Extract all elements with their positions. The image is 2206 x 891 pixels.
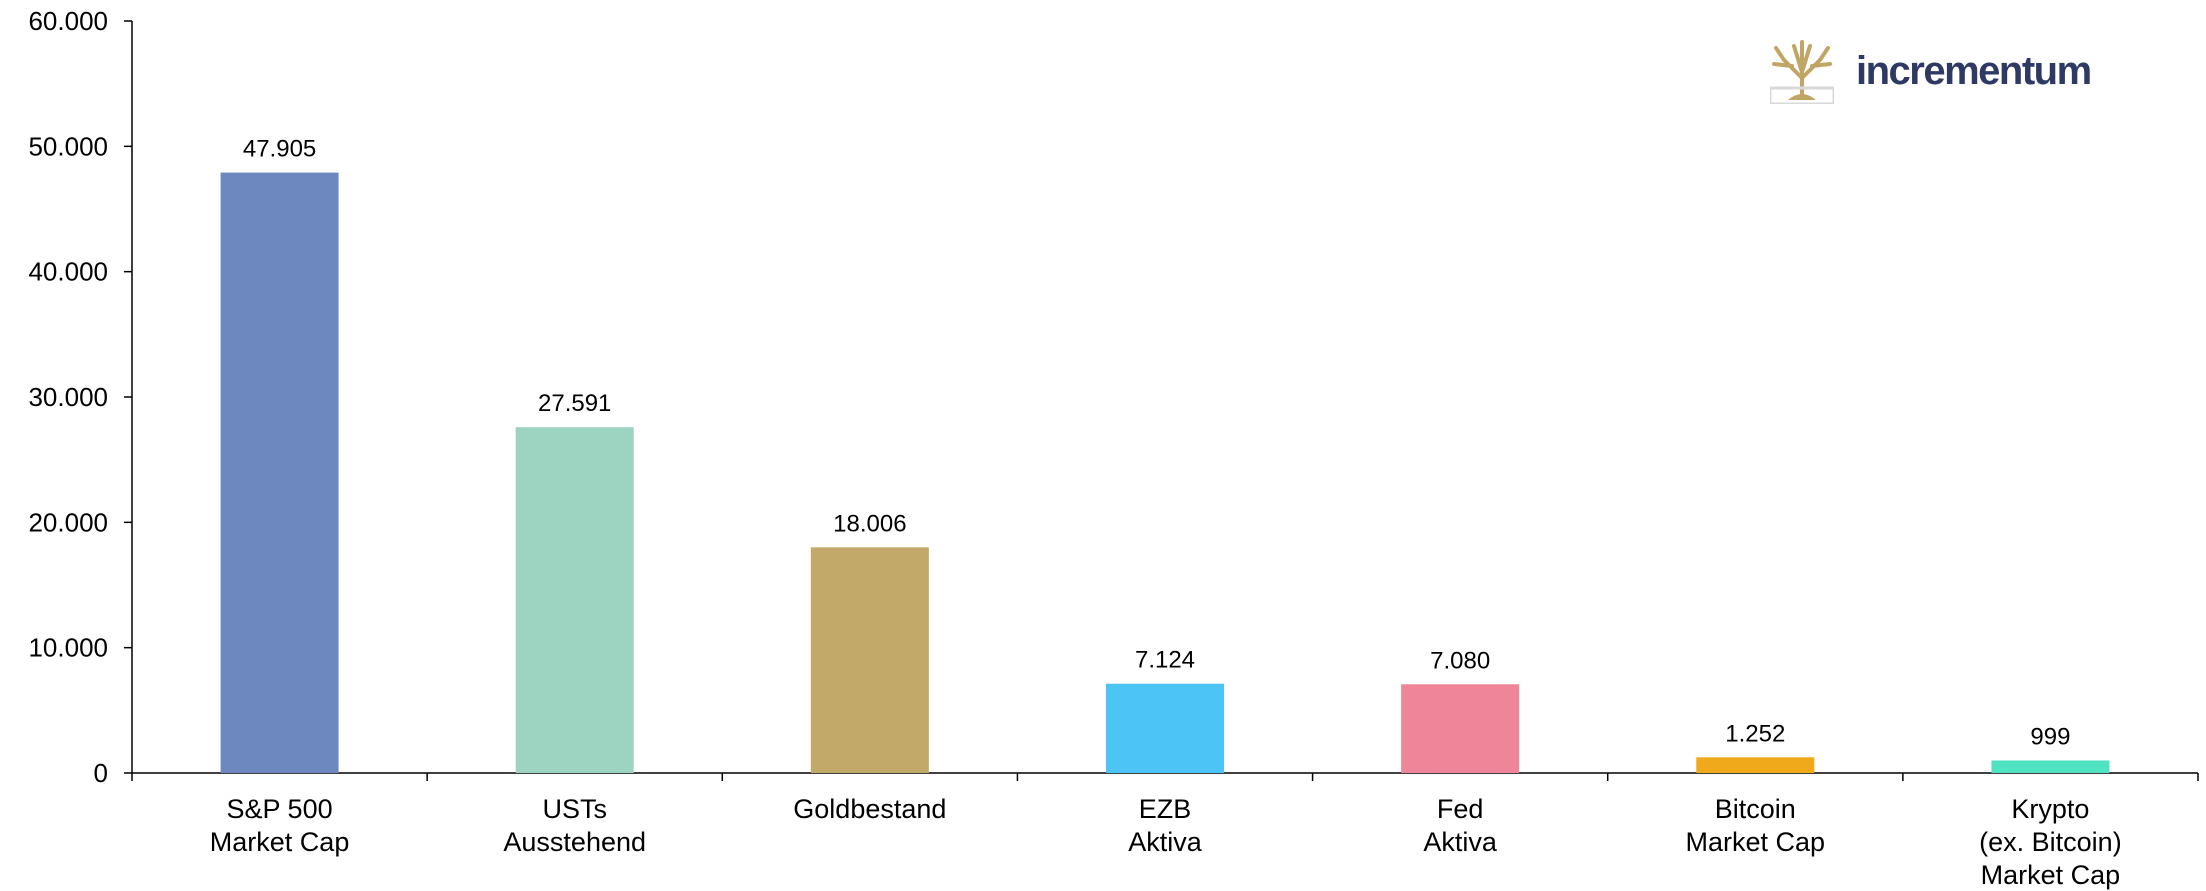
x-tick-label: USTs Ausstehend bbox=[503, 794, 646, 857]
x-tick-label: Krypto (ex. Bitcoin) Market Cap bbox=[1979, 794, 2122, 890]
logo-text: incrementum bbox=[1856, 48, 2092, 93]
data-label: 999 bbox=[2030, 723, 2070, 750]
data-label: 1.252 bbox=[1725, 720, 1785, 747]
y-tick-label: 30.000 bbox=[28, 382, 108, 412]
x-tick-label: Goldbestand bbox=[793, 794, 946, 824]
data-label: 18.006 bbox=[833, 510, 906, 537]
bar bbox=[220, 172, 339, 773]
bar bbox=[1106, 683, 1224, 773]
x-tick-label: EZB Aktiva bbox=[1128, 794, 1203, 857]
bar bbox=[810, 547, 929, 773]
x-tick-label: Bitcoin Market Cap bbox=[1686, 794, 1826, 857]
y-tick-label: 20.000 bbox=[28, 507, 108, 537]
y-tick-label: 50.000 bbox=[28, 131, 108, 161]
bar bbox=[1696, 757, 1815, 773]
bar bbox=[1991, 760, 2110, 773]
data-label: 7.124 bbox=[1135, 647, 1195, 674]
data-label: 47.905 bbox=[243, 136, 316, 163]
bar bbox=[1401, 684, 1520, 773]
x-tick-label: Fed Aktiva bbox=[1423, 794, 1498, 857]
data-label: 27.591 bbox=[538, 390, 611, 417]
y-tick-label: 0 bbox=[94, 758, 108, 788]
data-label: 7.080 bbox=[1430, 647, 1490, 674]
x-tick-label: S&P 500 Market Cap bbox=[210, 794, 350, 857]
y-tick-label: 40.000 bbox=[28, 257, 108, 287]
tree-icon bbox=[1770, 40, 1834, 104]
incrementum-logo: incrementum bbox=[1770, 38, 2092, 104]
y-tick-label: 10.000 bbox=[28, 633, 108, 663]
y-tick-label: 60.000 bbox=[28, 6, 108, 36]
bar bbox=[515, 427, 634, 773]
